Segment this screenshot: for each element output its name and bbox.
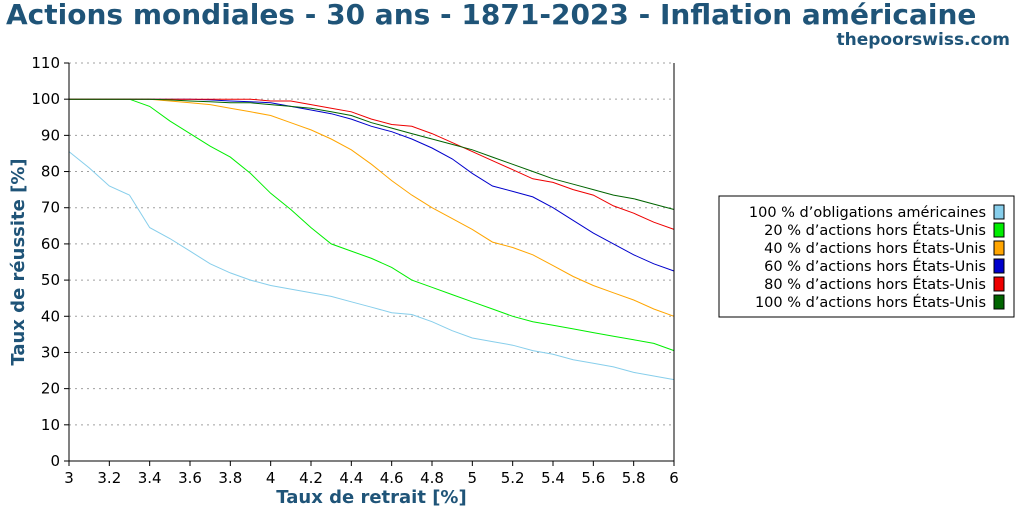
series-line-3 [69, 98, 675, 317]
y-tick-label: 70 [41, 199, 60, 217]
x-tick-label: 4.8 [420, 469, 444, 487]
y-tick-label: 80 [41, 163, 60, 181]
x-tick-label: 4.4 [339, 469, 363, 487]
legend-swatch [993, 204, 1005, 220]
x-tick-label: 3.4 [138, 469, 162, 487]
x-axis-title: Taux de retrait [%] [276, 487, 466, 508]
x-tick-label: 6 [669, 469, 679, 487]
site-name: thepoorswiss.com [836, 30, 1011, 50]
legend-label: 40 % d’actions hors États-Unis [764, 240, 986, 257]
legend-swatch [993, 276, 1005, 292]
x-tick-label: 3.2 [97, 469, 121, 487]
legend-label: 100 % d’actions hors États-Unis [755, 294, 986, 311]
legend-box [718, 195, 1015, 318]
x-tick-label: 4.2 [299, 469, 323, 487]
legend-label: 20 % d’actions hors États-Unis [764, 222, 986, 239]
y-axis-title: Taux de réussite [%] [8, 158, 29, 365]
series-line-6 [69, 98, 675, 210]
y-tick-label: 90 [41, 126, 60, 144]
x-tick-label: 3.8 [218, 469, 242, 487]
x-tick-label: 5.4 [541, 469, 565, 487]
legend-swatch [993, 294, 1005, 310]
series-line-5 [69, 98, 675, 230]
series-line-4 [69, 98, 675, 272]
x-tick-label: 4 [266, 469, 276, 487]
x-tick-label: 3 [64, 469, 74, 487]
legend-swatch [993, 258, 1005, 274]
y-tick-label: 110 [31, 54, 60, 72]
series-line-1 [68, 151, 675, 381]
y-tick-label: 60 [41, 235, 60, 253]
y-tick-label: 30 [41, 343, 60, 361]
grid-lines [69, 62, 674, 426]
series-line-2 [69, 98, 675, 352]
series-lines [68, 98, 675, 381]
y-tick-label: 40 [41, 307, 60, 325]
chart-title: Actions mondiales - 30 ans - 1871-2023 -… [6, 0, 977, 31]
y-tick-label: 20 [41, 380, 60, 398]
y-tick-label: 0 [50, 452, 60, 470]
axes [64, 62, 675, 466]
x-tick-label: 5.6 [581, 469, 605, 487]
legend-label: 100 % d’obligations américaines [749, 205, 986, 221]
x-tick-label: 5.2 [501, 469, 525, 487]
legend-label: 80 % d’actions hors États-Unis [764, 276, 986, 293]
legend-swatch [993, 240, 1005, 256]
tick-labels: 0 10 20 30 40 50 60 70 80 90 100 110 3 3.2 3.4 3.6 3.8 4 4… [31, 54, 678, 487]
x-tick-label: 5.8 [622, 469, 646, 487]
x-tick-label: 3.6 [178, 469, 202, 487]
legend-swatch [993, 222, 1005, 238]
x-tick-label: 5 [468, 469, 478, 487]
x-tick-label: 4.6 [380, 469, 404, 487]
legend-label: 60 % d’actions hors États-Unis [764, 258, 986, 275]
y-tick-label: 100 [31, 90, 60, 108]
y-tick-label: 50 [41, 271, 60, 289]
y-tick-label: 10 [41, 416, 60, 434]
